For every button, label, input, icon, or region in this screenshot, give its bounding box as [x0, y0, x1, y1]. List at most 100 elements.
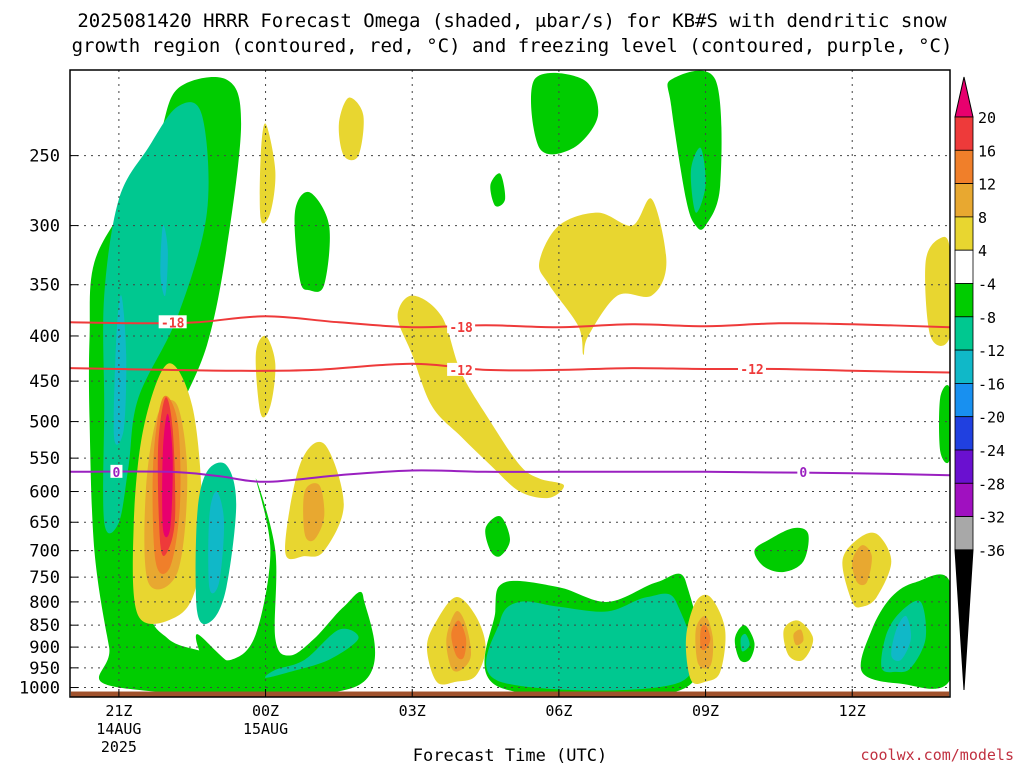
y-tick-label-400: 400 [29, 327, 60, 347]
y-tick-label-850: 850 [29, 616, 60, 636]
y-tick-label-700: 700 [29, 542, 60, 562]
frame-border [69, 69, 951, 698]
colorbar-swatch-1 [954, 116, 974, 151]
y-tick-label-650: 650 [29, 513, 60, 533]
colorbar-level-11: -28 [978, 475, 1005, 493]
ground-surface [71, 691, 949, 697]
y-tick-label-300: 300 [29, 217, 60, 237]
chart-title: 2025081420 HRRR Forecast Omega (shaded, … [77, 10, 947, 32]
x-tick-date-21Z: 14AUG [96, 720, 141, 738]
omega-region-cyan-3 [160, 225, 168, 297]
colorbar-swatch-6 [954, 283, 974, 318]
chart-subtitle: growth region (contoured, red, °C) and f… [71, 35, 953, 57]
omega-shading [88, 70, 950, 697]
omega-region-gold-38 [793, 629, 804, 646]
colorbar: 20 16 12 8 4 -4 -8 -12 -16 -20 -24 -28 -32 -36 [954, 76, 1005, 691]
y-tick-label-750: 750 [29, 568, 60, 588]
omega-region-teal-30 [690, 147, 706, 213]
omega-region-green-11 [195, 618, 367, 683]
contour-labels: -18 -18 -12 -12 0 0 [110, 315, 810, 481]
omega-region-yellow-16 [259, 123, 276, 224]
y-tick-label-500: 500 [29, 413, 60, 433]
contour-label-0: -18 [161, 316, 185, 331]
x-tick-year-21Z: 2025 [101, 738, 137, 756]
contour-label-bg-0 [158, 315, 187, 329]
omega-region-cyan-45 [891, 615, 912, 661]
contour-label-bg-1 [447, 320, 476, 334]
colorbar-swatch-9 [954, 382, 974, 418]
omega-region-yellow-21 [338, 97, 364, 161]
x-tick-label-12Z: 12Z [839, 702, 866, 720]
colorbar-swatch-12 [954, 482, 974, 517]
colorbar-swatch-8 [954, 349, 974, 384]
colorbar-swatch-4 [954, 216, 974, 251]
contour-label-bg-4 [110, 464, 123, 478]
omega-region-teal-12 [264, 628, 359, 678]
colorbar-swatch-5 [954, 249, 974, 284]
colorbar-level-10: -24 [978, 442, 1005, 460]
y-tick-label-900: 900 [29, 638, 60, 658]
omega-region-yellow-41 [925, 236, 950, 346]
y-axis: 2503003504004505005506006507007508008509… [19, 147, 78, 699]
omega-region-gold-14 [303, 483, 325, 542]
colorbar-swatch-7 [954, 316, 974, 351]
contour-dgz_-12 [70, 362, 950, 374]
colorbar-level-13: -36 [978, 542, 1005, 560]
y-tick-label-550: 550 [29, 449, 60, 469]
omega-region-magenta-8 [162, 413, 173, 538]
contour-freezing_0 [70, 469, 950, 483]
colorbar-level-8: -16 [978, 375, 1005, 393]
y-tick-label-350: 350 [29, 276, 60, 296]
omega-region-green-17 [294, 191, 330, 292]
colorbar-swatch-10 [954, 416, 974, 451]
y-tick-label-800: 800 [29, 593, 60, 613]
omega-region-gold-40 [852, 545, 872, 586]
colorbar-swatch-11 [954, 449, 974, 484]
x-tick-label-21Z: 21Z [105, 702, 132, 720]
ground-strip [71, 691, 949, 697]
contour-dgz_-18 [70, 315, 950, 329]
contour-label-5: 0 [799, 466, 807, 481]
omega-region-orange-25 [451, 620, 467, 660]
omega-region-green-22 [530, 72, 599, 155]
omega-region-yellow-15 [255, 335, 276, 418]
temperature-contours [70, 315, 950, 483]
colorbar-level-3: 8 [978, 209, 987, 227]
omega-region-green-19 [485, 516, 510, 557]
colorbar-level-4: 4 [978, 242, 987, 260]
contour-label-bg-5 [797, 464, 810, 478]
colorbar-level-1: 16 [978, 142, 996, 160]
y-tick-label-250: 250 [29, 147, 60, 167]
contour-label-bg-3 [738, 362, 766, 376]
colorbar-swatch-13 [954, 516, 974, 551]
x-tick-label-06Z: 06Z [545, 702, 572, 720]
y-tick-label-600: 600 [29, 483, 60, 503]
colorbar-level-6: -8 [978, 309, 996, 327]
colorbar-level-12: -32 [978, 509, 1005, 527]
plot-frame [69, 69, 951, 698]
omega-region-green-20 [490, 173, 506, 207]
omega-region-green-36 [754, 527, 809, 573]
colorbar-level-0: 20 [978, 109, 996, 127]
colorbar-swatch-2 [954, 149, 974, 185]
credit-link[interactable]: coolwx.com/models [860, 746, 1014, 764]
omega-region-teal-27 [486, 593, 695, 691]
colorbar-top-arrow [954, 76, 974, 118]
y-tick-label-450: 450 [29, 372, 60, 392]
omega-region-green-42 [939, 385, 950, 464]
contour-label-4: 0 [113, 466, 121, 481]
omega-region-yellow-28 [538, 198, 667, 355]
contour-label-3: -12 [740, 363, 763, 378]
colorbar-level-7: -12 [978, 342, 1005, 360]
omega-region-green-29 [667, 70, 722, 230]
colorbar-swatch-3 [954, 183, 974, 218]
colorbar-level-9: -20 [978, 409, 1005, 427]
contour-label-bg-2 [447, 362, 476, 376]
y-tick-label-950: 950 [29, 659, 60, 679]
omega-region-teal-1 [103, 102, 209, 534]
colorbar-level-5: -4 [978, 276, 996, 294]
x-axis-label: Forecast Time (UTC) [412, 746, 608, 766]
x-tick-label-00Z: 00Z [252, 702, 279, 720]
y-tick-label-1000: 1000 [19, 679, 60, 699]
omega-region-cyan-10 [208, 491, 225, 594]
